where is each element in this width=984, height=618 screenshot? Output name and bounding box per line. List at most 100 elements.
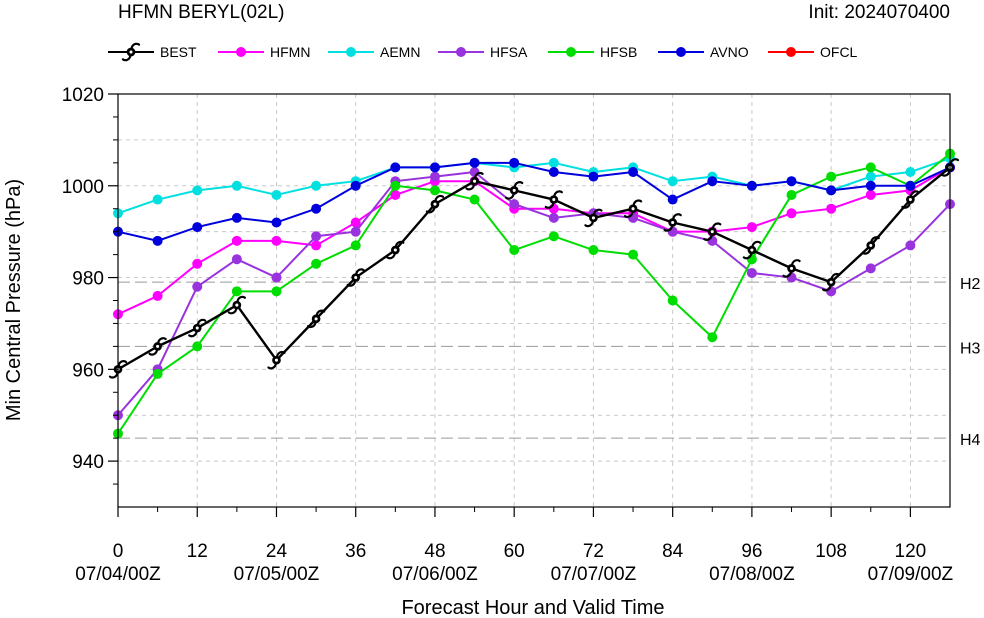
data-point: [271, 286, 282, 297]
legend: BEST HFMN AEMN HFSA HFSB AVNO OFCL: [108, 42, 858, 62]
chart-title: HFMN BERYL(02L): [118, 2, 284, 23]
data-point: [628, 249, 639, 260]
data-point: [390, 162, 401, 173]
data-point: [390, 180, 401, 191]
data-point: [746, 222, 757, 233]
data-point: [231, 254, 242, 265]
y-tick-label: 960: [72, 360, 104, 381]
legend-swatch-marker: [566, 47, 576, 57]
data-point: [905, 180, 916, 191]
x-tick-label: 72: [583, 541, 604, 562]
data-point: [231, 286, 242, 297]
legend-label: HFSB: [600, 44, 637, 60]
data-point: [865, 180, 876, 191]
data-point: [746, 180, 757, 191]
legend-item-ofcl: OFCL: [768, 44, 858, 60]
grid: [118, 94, 950, 507]
data-point: [350, 217, 361, 228]
data-point: [231, 180, 242, 191]
x-tick-label: 108: [815, 541, 847, 562]
data-point: [667, 295, 678, 306]
hurricane-marker: [623, 199, 643, 218]
data-point: [469, 157, 480, 168]
data-point: [826, 203, 837, 214]
hurricane-marker: [901, 190, 920, 209]
x-date-label: 07/05/00Z: [234, 564, 320, 585]
legend-item-best: BEST: [108, 42, 197, 62]
legend-item-avno: AVNO: [658, 44, 749, 60]
y-axis-label: Min Central Pressure (hPa): [3, 179, 25, 421]
x-date-label: 07/06/00Z: [392, 564, 478, 585]
hurricane-marker: [703, 222, 722, 241]
data-point: [548, 212, 559, 223]
data-point: [152, 290, 163, 301]
legend-item-hfsb: HFSB: [548, 44, 637, 60]
data-point: [707, 235, 718, 246]
y-tick-label: 980: [72, 269, 104, 290]
legend-label: OFCL: [820, 44, 858, 60]
data-point: [192, 185, 203, 196]
data-point: [469, 194, 480, 205]
x-tick-label: 0: [113, 541, 124, 562]
data-point: [152, 368, 163, 379]
hurricane-marker: [346, 268, 365, 287]
data-point: [311, 231, 322, 242]
legend-swatch-marker: [676, 47, 686, 57]
hurricane-marker: [861, 236, 880, 255]
threshold-label: H4: [960, 432, 981, 449]
data-point: [667, 226, 678, 237]
hurricane-marker: [425, 194, 445, 214]
data-point: [548, 203, 559, 214]
threshold-lines: H2 H3 H4: [118, 276, 981, 449]
y-tick-label: 1000: [62, 177, 104, 198]
data-point: [509, 245, 520, 256]
data-point: [509, 199, 520, 210]
x-date-label: 07/07/00Z: [551, 564, 637, 585]
data-point: [231, 235, 242, 246]
legend-item-aemn: AEMN: [328, 44, 420, 60]
hurricane-marker: [584, 208, 603, 228]
data-point: [746, 254, 757, 265]
data-point: [469, 167, 480, 178]
data-point: [311, 203, 322, 214]
data-point: [429, 185, 440, 196]
data-point: [350, 180, 361, 191]
legend-label: AEMN: [380, 44, 420, 60]
data-point: [588, 171, 599, 182]
data-point: [152, 194, 163, 205]
data-point: [865, 162, 876, 173]
data-point: [826, 185, 837, 196]
data-point: [192, 281, 203, 292]
data-point: [865, 171, 876, 182]
legend-swatch-marker: [456, 47, 466, 57]
data-point: [865, 263, 876, 274]
data-point: [865, 189, 876, 200]
data-point: [271, 217, 282, 228]
x-tick-label: 120: [895, 541, 927, 562]
legend-swatch-marker: [236, 47, 246, 57]
x-tick-label: 36: [345, 541, 366, 562]
data-point: [707, 176, 718, 187]
hurricane-marker: [465, 171, 484, 191]
x-tick-label: 12: [187, 541, 208, 562]
data-point: [350, 240, 361, 251]
chart-subtitle: Init: 2024070400: [808, 2, 950, 23]
y-tick-label: 940: [72, 452, 104, 473]
x-tick-label: 48: [424, 541, 445, 562]
data-point: [509, 157, 520, 168]
plot-frame: [117, 93, 951, 508]
data-point: [192, 222, 203, 233]
hurricane-marker: [148, 337, 167, 356]
series-line: [117, 166, 951, 316]
threshold-label: H2: [960, 276, 981, 293]
hurricane-marker: [306, 309, 326, 329]
data-point: [786, 208, 797, 219]
data-point: [271, 272, 282, 283]
data-point: [192, 258, 203, 269]
legend-swatch-marker: [786, 47, 796, 57]
data-point: [548, 167, 559, 178]
data-point: [628, 212, 639, 223]
data-point: [588, 245, 599, 256]
series-layer: [108, 148, 960, 439]
